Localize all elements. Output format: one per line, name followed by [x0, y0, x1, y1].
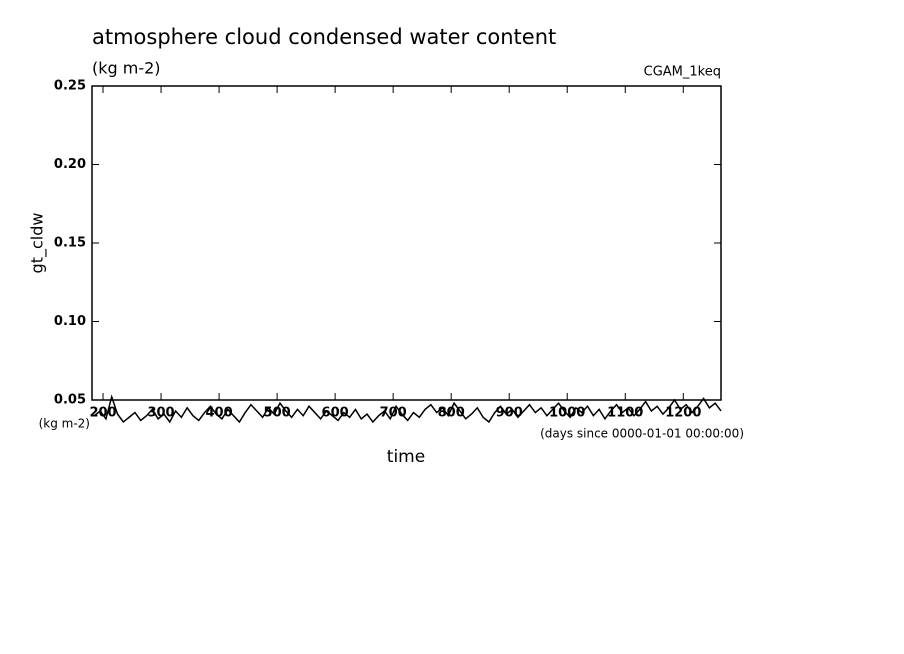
x-unit: (days since 0000-01-01 00:00:00): [540, 427, 744, 441]
x-tick-label: 200: [89, 406, 116, 421]
y-tick-label: 0.15: [54, 236, 86, 251]
annotation: CGAM_1keq: [644, 65, 721, 80]
x-axis-label: time: [387, 447, 425, 467]
plot-frame: [91, 85, 722, 401]
chart-title: atmosphere cloud condensed water content: [92, 25, 556, 49]
y-tick-label: 0.25: [54, 79, 86, 94]
y-tick-label: 0.20: [54, 157, 86, 172]
y-axis-label: gt_cldw: [28, 213, 48, 274]
x-tick-label: 1000: [549, 406, 585, 421]
y-unit: (kg m-2): [39, 417, 90, 431]
x-tick-label: 300: [147, 406, 174, 421]
x-tick-label: 1200: [665, 406, 701, 421]
y-tick-label: 0.10: [54, 314, 86, 329]
chart-subtitle: (kg m-2): [92, 59, 161, 78]
x-tick-label: 600: [322, 406, 349, 421]
y-tick-label: 0.05: [54, 393, 86, 408]
data-line: [93, 394, 722, 424]
x-tick-label: 1100: [607, 406, 643, 421]
